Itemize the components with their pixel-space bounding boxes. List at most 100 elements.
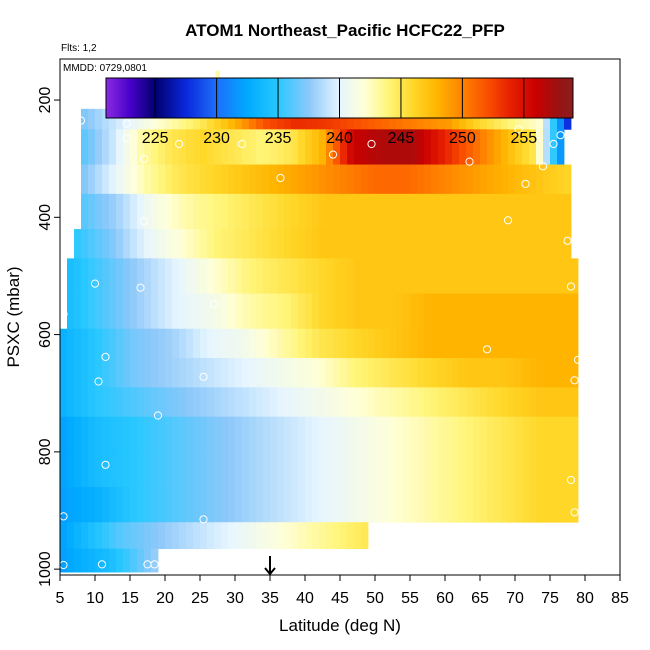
- heatmap-cell: [354, 522, 362, 550]
- heatmap-cell: [151, 193, 159, 230]
- heatmap-cell: [424, 193, 432, 230]
- heatmap-cell: [333, 387, 341, 418]
- heatmap-cell: [291, 129, 299, 165]
- heatmap-cell: [424, 164, 432, 195]
- heatmap-cell: [522, 451, 530, 488]
- heatmap-cell: [144, 487, 152, 523]
- heatmap-cell: [158, 193, 166, 230]
- heatmap-cell: [228, 293, 236, 330]
- sample-point: [276, 173, 285, 183]
- heatmap-cell: [382, 258, 390, 294]
- heatmap-cell: [242, 416, 250, 453]
- heatmap-cell: [340, 387, 348, 418]
- heatmap-cell: [165, 258, 173, 294]
- heatmap-cell: [564, 451, 572, 488]
- heatmap-cell: [102, 522, 110, 550]
- heatmap-cell: [172, 108, 180, 130]
- heatmap-cell: [95, 416, 103, 453]
- heatmap-cell: [102, 387, 110, 418]
- heatmap-cell: [193, 164, 201, 195]
- heatmap-cell: [487, 293, 495, 330]
- heatmap-cell: [431, 328, 439, 359]
- heatmap-cell: [291, 416, 299, 453]
- heatmap-cell: [564, 193, 572, 230]
- heatmap-cell: [165, 358, 173, 388]
- heatmap-cell: [235, 108, 243, 130]
- heatmap-cell: [319, 229, 327, 259]
- sample-point: [482, 345, 492, 354]
- heatmap-cell: [326, 129, 334, 165]
- heatmap-cell: [60, 358, 68, 388]
- heatmap-cell: [270, 293, 278, 330]
- heatmap-cell: [172, 129, 180, 165]
- heatmap-cell: [410, 293, 418, 330]
- heatmap-cell: [501, 258, 509, 294]
- heatmap-cell: [228, 522, 236, 550]
- heatmap-cell: [424, 229, 432, 259]
- heatmap-cell: [494, 387, 502, 418]
- heatmap-cell: [550, 328, 558, 359]
- heatmap-cell: [270, 193, 278, 230]
- heatmap-cell: [424, 416, 432, 453]
- heatmap-cell: [228, 229, 236, 259]
- heatmap-cell: [459, 358, 467, 388]
- heatmap-cell: [459, 193, 467, 230]
- heatmap-cell: [116, 129, 124, 165]
- heatmap-cell: [81, 522, 89, 550]
- heatmap-cell: [214, 416, 222, 453]
- heatmap-cell: [186, 108, 194, 130]
- heatmap-cell: [144, 108, 152, 130]
- heatmap-cell: [515, 129, 523, 165]
- heatmap-cell: [340, 108, 348, 130]
- heatmap-cell: [319, 293, 327, 330]
- heatmap-cell: [508, 487, 516, 523]
- heatmap-cell: [298, 522, 306, 550]
- heatmap-cell: [88, 164, 96, 195]
- heatmap-cell: [389, 129, 397, 165]
- heatmap-cell: [417, 258, 425, 294]
- heatmap-cell: [410, 129, 418, 165]
- heatmap-cell: [165, 328, 173, 359]
- heatmap-cell: [270, 387, 278, 418]
- heatmap-cell: [368, 258, 376, 294]
- heatmap-cell: [487, 193, 495, 230]
- heatmap-cell: [109, 387, 117, 418]
- heatmap-cell: [403, 258, 411, 294]
- heatmap-cell: [438, 451, 446, 488]
- heatmap-cell: [305, 522, 313, 550]
- heatmap-cell: [151, 258, 159, 294]
- heatmap-cell: [403, 293, 411, 330]
- heatmap-cell: [326, 451, 334, 488]
- heatmap-cell: [487, 416, 495, 453]
- heatmap-cell: [494, 487, 502, 523]
- heatmap-cell: [221, 164, 229, 195]
- heatmap-cell: [193, 387, 201, 418]
- heatmap-cell: [256, 108, 264, 130]
- heatmap-cell: [179, 108, 187, 130]
- heatmap-cell: [473, 129, 481, 165]
- heatmap-cell: [536, 108, 544, 130]
- heatmap-cell: [151, 487, 159, 523]
- heatmap-cell: [95, 229, 103, 259]
- x-tick-label: 15: [121, 590, 139, 607]
- heatmap-cell: [452, 328, 460, 359]
- heatmap-cell: [466, 258, 474, 294]
- heatmap-cell: [564, 358, 572, 388]
- heatmap-cell: [235, 164, 243, 195]
- heatmap-cell: [109, 487, 117, 523]
- heatmap-cell: [333, 164, 341, 195]
- heatmap-cell: [326, 416, 334, 453]
- heatmap-cell: [137, 522, 145, 550]
- heatmap-cell: [130, 108, 138, 130]
- heatmap-cell: [536, 229, 544, 259]
- heatmap-cell: [431, 229, 439, 259]
- heatmap-cell: [417, 487, 425, 523]
- heatmap-cell: [424, 293, 432, 330]
- colorbar-ticks: 225 230 235 240 245 250 255: [142, 78, 537, 147]
- heatmap-cell: [263, 229, 271, 259]
- heatmap-cell: [81, 229, 89, 259]
- heatmap-cell: [529, 108, 537, 130]
- x-tick-label: 70: [506, 590, 524, 607]
- heatmap-cell: [137, 258, 145, 294]
- heatmap-cell: [438, 164, 446, 195]
